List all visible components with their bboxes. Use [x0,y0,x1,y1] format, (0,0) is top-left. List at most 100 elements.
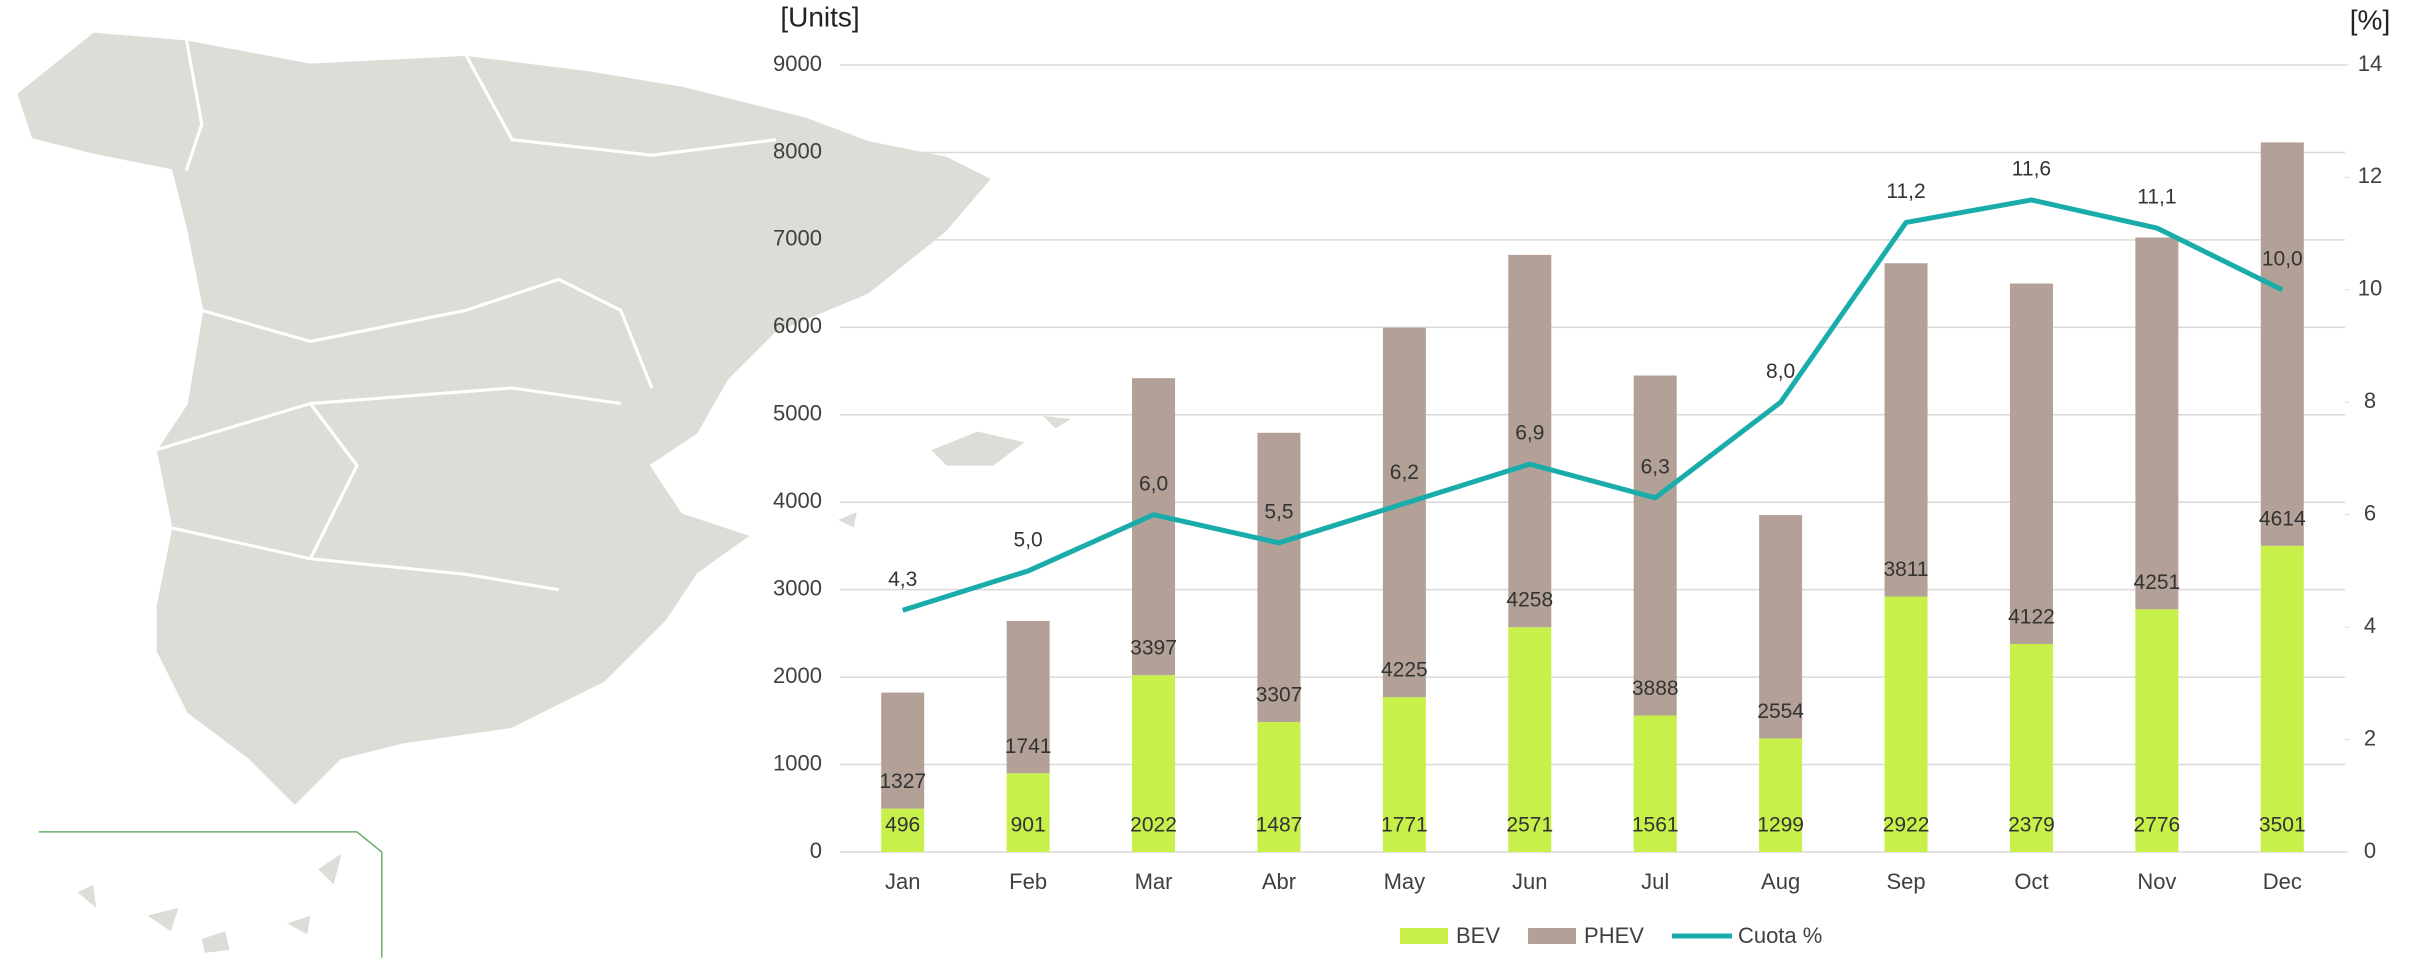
data-label: 1561 [1632,814,1679,837]
line-label: 11,1 [2137,186,2176,209]
legend-swatch [1528,928,1577,944]
x-tick-label: Abr [1262,869,1296,894]
line-label: 5,5 [1264,500,1293,523]
y-tick-label: 2000 [773,663,822,688]
x-tick-label: Mar [1135,869,1173,894]
x-tick-label: Dec [2263,869,2302,894]
data-label: 1487 [1256,814,1303,837]
data-label: 2776 [2134,814,2181,837]
bar-segment [1508,254,1552,628]
bar-segment [1006,773,1050,852]
bar-segment [2009,283,2053,644]
y-tick-label: 5000 [773,401,822,426]
bar-segment [2135,237,2179,610]
y2-tick-label: 10 [2358,276,2382,301]
x-tick-label: Nov [2137,869,2176,894]
data-label: 2922 [1883,814,1930,837]
y2-tick-label: 12 [2358,163,2382,188]
line-label: 5,0 [1014,528,1043,551]
map-background [13,29,1071,958]
x-tick-label: Sep [1886,869,1925,894]
legend-label: Cuota % [1738,923,1822,948]
line-label: 6,3 [1641,455,1670,478]
y2-tick-label: 14 [2358,51,2382,76]
bar-segment [2009,643,2053,852]
bar-segment [1884,596,1928,852]
bar-segment [1257,721,1301,852]
x-tick-label: Feb [1009,869,1047,894]
bar-segment [1759,515,1803,739]
data-label: 1327 [879,770,926,793]
bar-segment [1132,675,1176,852]
x-tick-label: Aug [1761,869,1800,894]
data-label: 4122 [2008,606,2055,629]
data-label: 3888 [1632,677,1679,700]
y-tick-label: 0 [810,838,822,863]
bar-segment [1132,378,1176,676]
x-tick-label: Oct [2014,869,2048,894]
y-tick-label: 1000 [773,750,822,775]
y-tick-label: 6000 [773,313,822,338]
line-label: 11,2 [1886,180,1925,203]
x-tick-label: Jan [885,869,920,894]
data-label: 901 [1011,814,1046,837]
y2-axis-title: [%] [2350,4,2390,35]
x-tick-label: Jul [1641,869,1669,894]
bar-segment [2260,545,2304,852]
line [901,197,2284,613]
bar-segment [1257,432,1301,722]
legend-label: BEV [1456,923,1500,948]
legend-label: PHEV [1584,923,1644,948]
line-label: 6,9 [1515,422,1544,445]
bar-segment [1508,627,1552,852]
line-label: 8,0 [1766,360,1795,383]
line-label: 4,3 [888,568,917,591]
data-label: 4258 [1506,589,1553,612]
line-label: 6,2 [1390,461,1419,484]
bar-segment [2135,609,2179,852]
x-tick-label: Jun [1512,869,1547,894]
y-tick-label: 7000 [773,226,822,251]
y2-tick-label: 6 [2364,501,2376,526]
data-label: 1771 [1381,814,1428,837]
y2-tick-label: 2 [2364,725,2376,750]
y2-tick-label: 0 [2364,838,2376,863]
y-tick-label: 9000 [773,51,822,76]
data-label: 4251 [2134,571,2181,594]
legend-swatch [1400,928,1448,944]
bar-segment [1633,715,1677,852]
data-label: 496 [885,814,920,837]
data-label: 3307 [1256,684,1303,707]
data-label: 4614 [2259,507,2306,530]
bar-segment [881,808,925,852]
data-label: 2379 [2008,814,2055,837]
bar-segment [1633,375,1677,716]
data-label: 3811 [1883,558,1928,581]
y-axis-title: [Units] [780,1,859,32]
y-tick-label: 8000 [773,138,822,163]
data-label: 2554 [1757,700,1804,723]
bar-segment [881,692,925,809]
data-label: 3501 [2259,814,2306,837]
data-label: 3397 [1130,637,1177,660]
bar-segment [1382,327,1426,698]
data-label: 1741 [1005,735,1052,758]
data-label: 2022 [1130,814,1177,837]
y-tick-label: 4000 [773,488,822,513]
bar-segment [1759,738,1803,852]
x-tick-label: May [1384,869,1426,894]
bar-segment [1006,620,1050,774]
line-label: 10,0 [2262,247,2303,270]
bar-segment [2260,142,2304,546]
bar-segment [1884,263,1928,597]
line-label: 11,6 [2012,157,2051,180]
data-label: 1299 [1757,814,1804,837]
data-label: 4225 [1381,659,1428,682]
data-label: 2571 [1506,814,1553,837]
y-tick-label: 3000 [773,575,822,600]
bar-segment [1382,697,1426,852]
y2-tick-label: 8 [2364,388,2376,413]
line-label: 6,0 [1139,472,1168,495]
y2-tick-label: 4 [2364,613,2376,638]
